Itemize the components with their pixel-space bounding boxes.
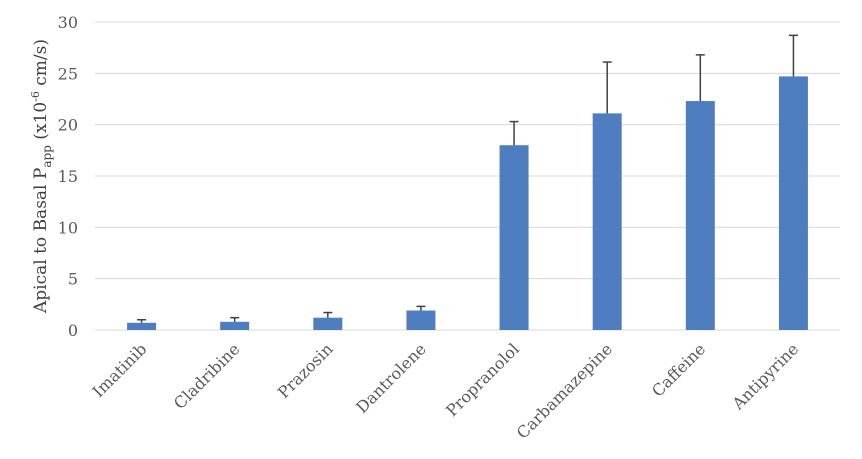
- y-axis-title: Apical to Basal Papp (x10-6 cm/s): [29, 39, 54, 314]
- x-tick-label: Carbamazepine: [513, 339, 616, 442]
- bar: [313, 317, 343, 330]
- y-axis-title-units-prefix: (x10: [31, 102, 51, 145]
- x-tick-label: Propranolol: [442, 339, 523, 420]
- y-axis-ticks: 0 5 10 15 20 25 30: [58, 13, 78, 340]
- x-tick-label: Imatinib: [89, 339, 151, 401]
- bar: [592, 113, 622, 330]
- bar: [220, 321, 250, 330]
- x-tick-label: Dantrolene: [352, 339, 430, 417]
- x-axis-ticks: Imatinib Cladribine Prazosin Dantrolene Prop…: [89, 339, 803, 442]
- x-tick-label: Caffeine: [648, 339, 709, 400]
- y-tick-label: 5: [68, 270, 78, 289]
- x-tick-label: Cladribine: [170, 339, 244, 413]
- bars: [127, 76, 808, 330]
- bar: [499, 145, 529, 330]
- y-axis-title-superscript: -6: [29, 91, 42, 102]
- gridlines: [95, 21, 840, 331]
- y-tick-label: 10: [58, 218, 78, 237]
- x-tick-label: Prazosin: [274, 339, 337, 402]
- y-axis-title-units-suffix: cm/s): [31, 39, 51, 91]
- y-axis-title-subscript: app: [40, 145, 54, 168]
- error-bars: [137, 34, 798, 323]
- bar: [685, 101, 715, 330]
- y-axis-title-main: Apical to Basal P: [31, 168, 51, 314]
- y-tick-label: 30: [58, 13, 78, 32]
- bar: [406, 310, 436, 330]
- bar: [778, 76, 808, 330]
- y-tick-label: 0: [68, 321, 78, 340]
- y-tick-label: 25: [58, 64, 78, 83]
- y-tick-label: 20: [58, 116, 78, 135]
- y-tick-label: 15: [58, 167, 78, 186]
- bar: [127, 322, 157, 330]
- x-tick-label: Antipyrine: [728, 339, 802, 413]
